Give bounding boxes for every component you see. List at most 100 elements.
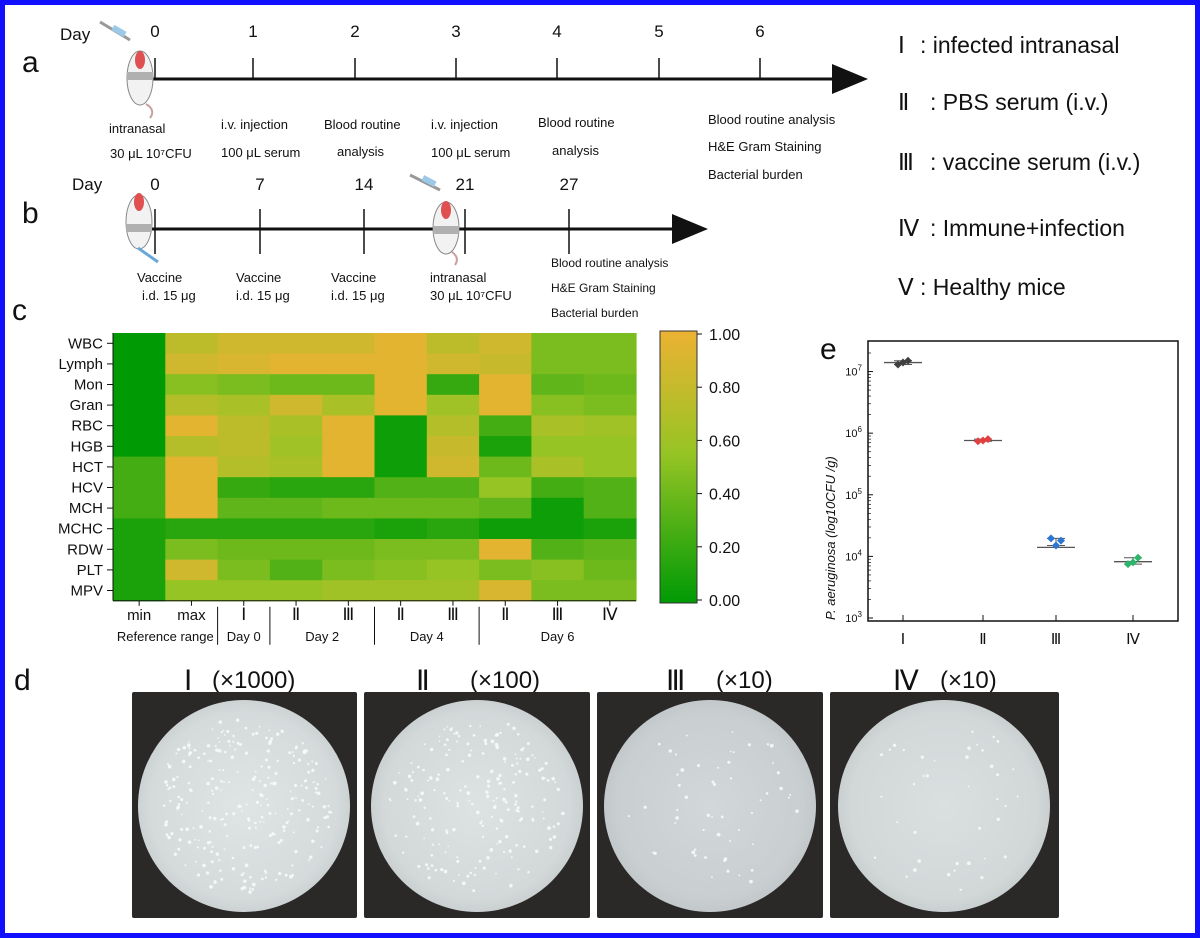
heatmap-column-label: min <box>127 607 151 624</box>
heatmap-cell <box>531 436 585 458</box>
colony-dot <box>556 822 560 826</box>
colony-dot <box>214 786 219 790</box>
photo-title-num-1: Ⅰ <box>184 665 192 696</box>
colony-dot <box>461 760 465 763</box>
colony-dot <box>749 879 753 884</box>
heatmap-cell <box>165 333 219 355</box>
heatmap-cell <box>374 353 428 375</box>
colony-dot <box>518 819 522 822</box>
petri-photo-2 <box>364 692 590 918</box>
heatmap-column-label: Ⅲ <box>342 605 354 624</box>
colony-dot <box>466 742 470 746</box>
scatter-point <box>984 435 992 444</box>
colony-dot <box>525 757 530 762</box>
scatter-y-tick-base: 10 <box>845 367 857 379</box>
colony-dot <box>320 846 323 849</box>
colony-dot <box>912 783 915 786</box>
colony-dot <box>222 729 225 732</box>
colony-dot <box>388 798 391 801</box>
colony-dot <box>301 798 305 802</box>
petri-photo-1 <box>132 692 357 918</box>
heatmap-cell <box>165 477 219 499</box>
heatmap-cell <box>583 497 637 519</box>
timeline-a-event-0-line-1: 30 μL 10⁷CFU <box>110 146 192 161</box>
colony-dot <box>546 778 550 782</box>
colony-dot <box>218 859 221 862</box>
colony-dot <box>328 810 332 814</box>
colony-dot <box>996 797 999 801</box>
colony-dot <box>516 806 520 810</box>
colony-dot <box>220 789 223 791</box>
scatter-y-tick-base: 10 <box>845 551 857 563</box>
colony-dot <box>443 792 446 795</box>
colony-dot <box>723 858 727 862</box>
photo-titles: Ⅰ (×1000) Ⅱ (×100) Ⅲ (×10) Ⅳ (×10) <box>184 665 997 696</box>
timeline-a-event-5-line-2: Bacterial burden <box>708 167 803 182</box>
legend-item-3: Ⅲ : vaccine serum (i.v.) <box>898 149 1140 175</box>
colony-dot <box>729 750 732 753</box>
colony-dot <box>180 798 184 802</box>
colony-dot <box>251 888 255 891</box>
colony-dot <box>425 863 429 867</box>
colony-dot <box>512 726 516 730</box>
colony-dot <box>499 781 503 785</box>
colony-dot <box>273 833 276 836</box>
heatmap-row-label: WBC <box>68 335 103 352</box>
heatmap-cell <box>426 456 480 478</box>
colony-dot <box>297 758 301 762</box>
colony-dot <box>407 774 412 779</box>
colony-dot <box>779 786 783 791</box>
colony-dot <box>410 761 413 765</box>
colony-dot <box>188 741 190 743</box>
heatmap-row-label: HCV <box>71 480 103 497</box>
heatmap-row-label: MPV <box>70 583 103 600</box>
colony-dot <box>165 833 169 837</box>
colony-dot <box>291 864 294 867</box>
colony-dot <box>185 801 189 804</box>
colony-dot <box>727 760 731 764</box>
timeline-b-day-number: 7 <box>255 175 264 194</box>
heatmap-column-groups: Reference range Day 0 Day 2 Day 4 Day 6 <box>117 606 575 645</box>
heatmap-cell <box>165 374 219 396</box>
colony-dot <box>232 740 235 743</box>
colony-dot <box>306 817 310 822</box>
colony-dot <box>953 869 956 872</box>
colony-dot <box>312 805 315 808</box>
colony-dot <box>467 753 472 757</box>
legend-num-3: Ⅲ <box>898 149 914 175</box>
heatmap-cell <box>531 497 585 519</box>
colony-dot <box>217 737 219 739</box>
colony-dot <box>323 816 327 820</box>
heatmap-cell <box>269 477 323 499</box>
colony-dot <box>717 766 720 769</box>
colony-dot <box>264 758 268 762</box>
colony-dot <box>176 747 181 752</box>
colony-dot <box>959 888 962 891</box>
colony-dot <box>549 846 553 850</box>
legend-text-4: : Immune+infection <box>930 215 1125 241</box>
colony-dot <box>1012 768 1015 771</box>
colony-dot <box>510 856 513 859</box>
colony-dot <box>255 800 260 805</box>
colony-dot <box>452 879 456 883</box>
colony-dot <box>983 857 986 860</box>
timeline-a-day-number: 6 <box>755 22 764 41</box>
colony-dot <box>253 845 258 850</box>
colony-dot <box>220 730 223 734</box>
legend-text-3: : vaccine serum (i.v.) <box>930 149 1140 175</box>
colony-dot <box>196 846 199 849</box>
colony-dot <box>487 784 491 788</box>
colony-dot <box>503 788 506 791</box>
colony-dot <box>202 752 206 756</box>
heatmap-cell <box>531 539 585 561</box>
colony-dot <box>482 866 486 870</box>
heatmap-column-label: Ⅲ <box>552 605 564 624</box>
scatter-point <box>1052 541 1060 550</box>
timeline-a-event-4-line-0: Blood routine <box>538 115 615 130</box>
colony-dot <box>515 843 518 847</box>
colony-dot <box>445 797 449 800</box>
heatmap-cell <box>322 518 376 540</box>
heatmap-column-group-label: Day 2 <box>305 629 339 644</box>
timeline-b-event-3-line-1: 30 μL 10⁷CFU <box>430 288 512 303</box>
colony-dot <box>223 781 225 783</box>
